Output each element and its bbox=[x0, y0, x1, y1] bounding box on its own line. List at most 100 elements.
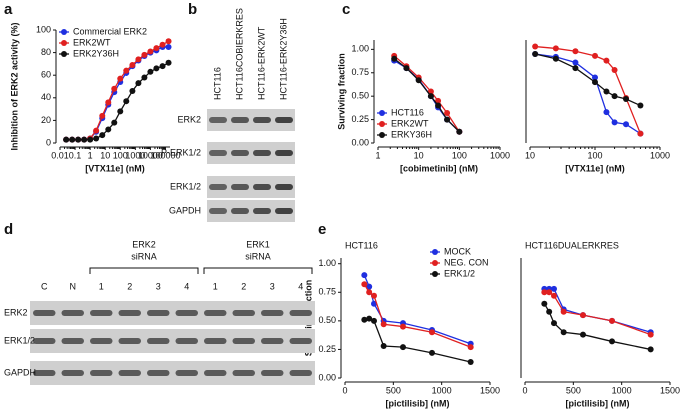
blot-row-label: GAPDH bbox=[169, 205, 201, 215]
x-tick-label: 1 bbox=[375, 150, 380, 160]
data-point bbox=[371, 300, 377, 307]
data-point bbox=[153, 65, 160, 72]
legend-swatch bbox=[379, 132, 385, 138]
data-point bbox=[69, 136, 76, 143]
data-point bbox=[81, 136, 88, 143]
data-point bbox=[427, 88, 434, 95]
data-point bbox=[467, 344, 474, 351]
data-point bbox=[609, 317, 615, 324]
legend-swatch bbox=[432, 271, 438, 277]
x-tick-label: 1000 bbox=[125, 150, 145, 160]
data-point bbox=[415, 77, 422, 84]
legend-swatch bbox=[379, 110, 385, 116]
blot-band bbox=[209, 150, 227, 156]
data-point bbox=[99, 112, 106, 119]
blot-band bbox=[61, 370, 84, 376]
x-tick-label: 1000 bbox=[490, 150, 510, 160]
data-point bbox=[165, 59, 172, 66]
data-point bbox=[551, 292, 557, 299]
legend-label: MOCK bbox=[444, 246, 471, 256]
data-point bbox=[560, 308, 567, 315]
data-point bbox=[93, 127, 100, 134]
data-point bbox=[129, 62, 136, 69]
data-point bbox=[560, 329, 567, 336]
blot-column-label: HCT116-ERK2Y36H bbox=[278, 18, 288, 100]
data-point bbox=[403, 65, 410, 72]
blot-band bbox=[209, 184, 227, 190]
y-tick-label: 40 bbox=[41, 92, 51, 102]
blot-row-label: P-ERK1/2 bbox=[161, 147, 201, 157]
lane-label: 2 bbox=[241, 281, 246, 291]
blot-strip bbox=[207, 200, 295, 222]
x-tick-label: 0 bbox=[342, 385, 347, 395]
blot-column-label: HCT116-ERK2WT bbox=[256, 26, 266, 100]
x-axis-label: [pictilisib] (nM) bbox=[566, 398, 630, 408]
data-point bbox=[141, 74, 148, 81]
blot-row-label: ERK1/2 bbox=[4, 335, 35, 345]
blot-band bbox=[231, 150, 249, 156]
blot-band bbox=[261, 338, 284, 344]
y-tick-label: 0.00 bbox=[351, 137, 369, 147]
blot-band bbox=[204, 370, 227, 376]
y-tick-label: 0.50 bbox=[351, 91, 369, 101]
y-tick-label: 20 bbox=[41, 115, 51, 125]
blot-row-label: GAPDH bbox=[4, 367, 36, 377]
blot-band bbox=[147, 310, 170, 316]
x-axis-label: [pictilisib] (nM) bbox=[386, 398, 450, 408]
x-axis-label: [cobimetinib] (nM) bbox=[400, 163, 478, 173]
data-point bbox=[611, 66, 618, 73]
data-point bbox=[435, 97, 442, 104]
data-point bbox=[532, 43, 539, 50]
data-point bbox=[592, 79, 598, 86]
y-tick-label: 0 bbox=[46, 137, 51, 147]
legend-label: ERK2WT bbox=[391, 118, 429, 128]
data-point bbox=[159, 63, 166, 70]
group-label: ERK1 bbox=[246, 239, 270, 249]
blot-band bbox=[232, 370, 255, 376]
data-point bbox=[366, 283, 373, 290]
data-point bbox=[380, 343, 387, 349]
data-point bbox=[380, 321, 387, 328]
x-tick-label: 1 bbox=[88, 150, 93, 160]
legend-label: HCT116 bbox=[391, 107, 424, 117]
blot-band bbox=[275, 117, 293, 123]
data-point bbox=[572, 65, 579, 72]
data-point bbox=[429, 349, 435, 356]
y-tick-label: 60 bbox=[41, 70, 51, 80]
x-axis-label: [VTX11e] (nM) bbox=[85, 163, 145, 173]
data-point bbox=[592, 74, 598, 81]
lane-label: 1 bbox=[99, 281, 104, 291]
data-point bbox=[147, 68, 154, 75]
data-point bbox=[546, 308, 553, 315]
blot-band bbox=[289, 310, 312, 316]
blot-band bbox=[253, 208, 271, 214]
blot-band bbox=[33, 370, 56, 376]
y-tick-label: 0.75 bbox=[318, 287, 336, 297]
x-axis-label: [VTX11e] (nM) bbox=[565, 163, 625, 173]
data-point bbox=[93, 135, 100, 142]
legend-swatch bbox=[432, 249, 438, 255]
data-point bbox=[541, 289, 548, 296]
series-line bbox=[363, 274, 471, 345]
y-tick-label: 0.25 bbox=[318, 344, 336, 354]
blot-strip bbox=[207, 109, 295, 131]
blot-band bbox=[118, 338, 141, 344]
series-line bbox=[535, 45, 642, 134]
data-point bbox=[444, 110, 451, 117]
group-bracket bbox=[89, 267, 199, 274]
data-point bbox=[105, 99, 112, 106]
panel-label: d bbox=[4, 221, 13, 238]
lane-label: 3 bbox=[156, 281, 161, 291]
data-point bbox=[552, 55, 559, 62]
blot-row-label: ERK1/2 bbox=[170, 181, 201, 191]
data-point bbox=[427, 93, 434, 100]
data-point bbox=[592, 52, 598, 59]
data-point bbox=[366, 289, 373, 296]
data-point bbox=[129, 88, 136, 95]
blot-band bbox=[33, 338, 56, 344]
blot-band bbox=[204, 310, 227, 316]
blot-band bbox=[209, 117, 227, 123]
x-tick-label: 10 bbox=[100, 150, 110, 160]
data-point bbox=[580, 312, 586, 319]
